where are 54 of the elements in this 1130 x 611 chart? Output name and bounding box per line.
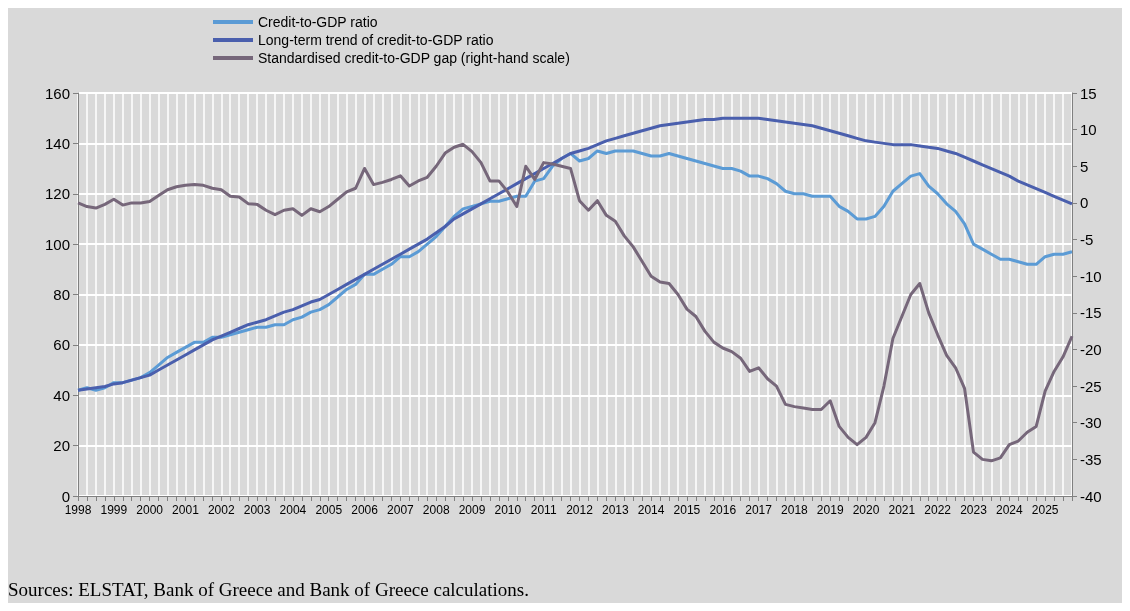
x-tick-label: 2006 xyxy=(351,503,379,517)
y-tick-label: 80 xyxy=(53,286,70,303)
x-tick-label: 2010 xyxy=(494,503,522,517)
y2-tick-label: 5 xyxy=(1080,157,1089,175)
x-tick-label: 2017 xyxy=(745,503,773,517)
x-tick-label: 2000 xyxy=(136,503,164,517)
x-tick-label: 2003 xyxy=(243,503,271,517)
x-tick-label: 2024 xyxy=(995,503,1023,517)
x-tick-label: 2016 xyxy=(709,503,737,517)
y2-tick-label: 10 xyxy=(1080,121,1097,139)
legend-label: Long-term trend of credit-to-GDP ratio xyxy=(258,32,494,48)
y-tick-label: 40 xyxy=(53,386,70,404)
legend-label: Credit-to-GDP ratio xyxy=(258,14,378,30)
y2-tick-label: -25 xyxy=(1080,377,1102,395)
x-tick-label: 2022 xyxy=(924,503,952,517)
y-tick-label: 100 xyxy=(44,235,70,253)
x-tick-label: 2018 xyxy=(781,503,809,517)
x-tick-label: 2014 xyxy=(637,503,665,517)
x-tick-label: 2023 xyxy=(960,503,988,517)
y2-tick-label: -40 xyxy=(1080,487,1102,505)
y-tick-label: 120 xyxy=(44,185,70,203)
x-tick-label: 1998 xyxy=(64,503,92,517)
y2-tick-label: -5 xyxy=(1080,231,1094,249)
x-tick-label: 2001 xyxy=(172,503,200,517)
y2-tick-label: 0 xyxy=(1080,194,1089,212)
x-tick-label: 2013 xyxy=(601,503,629,517)
y-tick-label: 0 xyxy=(61,487,70,505)
x-tick-label: 2020 xyxy=(852,503,880,517)
x-tick-label: 2012 xyxy=(566,503,594,517)
source-note: Sources: ELSTAT, Bank of Greece and Bank of Greece calculations. xyxy=(8,579,529,600)
x-tick-label: 2011 xyxy=(530,503,557,517)
x-tick-label: 2004 xyxy=(279,503,307,517)
x-tick-label: 2008 xyxy=(422,503,450,517)
y2-tick-label: -15 xyxy=(1080,304,1102,322)
y-tick-label: 160 xyxy=(44,84,70,102)
y2-tick-label: 15 xyxy=(1080,84,1097,102)
y2-tick-label: -20 xyxy=(1080,340,1102,358)
x-tick-label: 1999 xyxy=(100,503,128,517)
x-tick-label: 2015 xyxy=(673,503,701,517)
y-tick-label: 20 xyxy=(53,437,70,455)
x-tick-label: 2021 xyxy=(888,503,916,517)
y2-tick-label: -10 xyxy=(1080,267,1102,285)
x-tick-label: 2025 xyxy=(1031,503,1059,517)
legend-label: Standardised credit-to-GDP gap (right-hand scale) xyxy=(258,50,570,66)
x-tick-label: 2005 xyxy=(315,503,343,517)
x-tick-label: 2019 xyxy=(816,503,844,517)
y-tick-label: 140 xyxy=(44,134,70,152)
x-tick-label: 2007 xyxy=(387,503,415,517)
line-series xyxy=(76,142,1074,463)
y2-tick-label: -30 xyxy=(1080,414,1102,432)
x-tick-label: 2002 xyxy=(207,503,235,517)
x-tick-label: 2009 xyxy=(458,503,486,517)
y-tick-label: 60 xyxy=(53,336,70,354)
y2-tick-label: -35 xyxy=(1080,450,1102,468)
